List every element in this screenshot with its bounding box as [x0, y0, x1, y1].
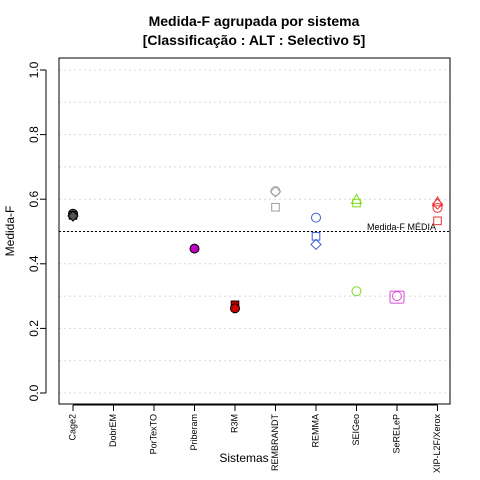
y-axis: 0.0 0.2 0.4 0.6 0.8 1.0: [27, 61, 47, 401]
x-tick-label: R3M: [229, 414, 239, 433]
data-point-square: [271, 202, 280, 212]
x-tick-label: SeRELeP: [391, 414, 401, 454]
y-tick-label: 0.0: [27, 384, 41, 401]
data-point-square: [311, 232, 321, 241]
data-point-circle: [189, 243, 200, 254]
x-tick-label: REMBRANDT: [270, 414, 280, 472]
data-point-circle: [392, 291, 402, 302]
reference-line-group: Medida-F MÉDIA: [59, 222, 450, 232]
x-tick-label: SEIGeo: [351, 414, 361, 446]
data-point-square-large: [389, 290, 405, 304]
data-point-circle: [311, 212, 321, 223]
x-tick-label: PorTexTO: [148, 414, 158, 454]
data-point-diamond: [269, 186, 282, 198]
data-points: [67, 186, 444, 314]
x-tick-label: Priberam: [189, 414, 199, 451]
data-point-square: [352, 198, 361, 208]
data-point-diamond: [67, 210, 79, 222]
reference-line-label: Medida-F MÉDIA: [367, 222, 436, 232]
y-axis-title: Medida-F: [3, 206, 17, 257]
chart-title: Medida-F agrupada por sistema: [149, 13, 360, 29]
y-tick-label: 0.4: [27, 255, 41, 272]
y-tick-label: 0.8: [27, 126, 41, 143]
data-point-diamond: [310, 238, 322, 251]
plot-frame: [58, 57, 451, 405]
data-point-diamond: [431, 198, 444, 210]
y-tick-label: 0.6: [27, 191, 41, 208]
y-tick-label: 1.0: [27, 61, 41, 78]
x-axis-title: Sistemas: [219, 451, 268, 465]
data-point-circle: [432, 202, 443, 213]
chart-subtitle: [Classificação : ALT : Selectivo 5]: [143, 32, 366, 48]
data-point-square: [433, 216, 442, 226]
x-axis: Cage2 DobrEM PorTexTO Priberam R3M REMBRANDT R…: [67, 404, 442, 474]
y-tick-label: 0.2: [27, 320, 41, 337]
x-tick-label: XIP-L2F/Xerox: [432, 414, 442, 474]
data-point-circle: [351, 286, 362, 297]
x-tick-label: REMMA: [310, 414, 320, 448]
x-tick-label: DobrEM: [108, 414, 118, 447]
data-point-circle: [230, 303, 240, 314]
x-tick-label: Cage2: [67, 414, 77, 441]
